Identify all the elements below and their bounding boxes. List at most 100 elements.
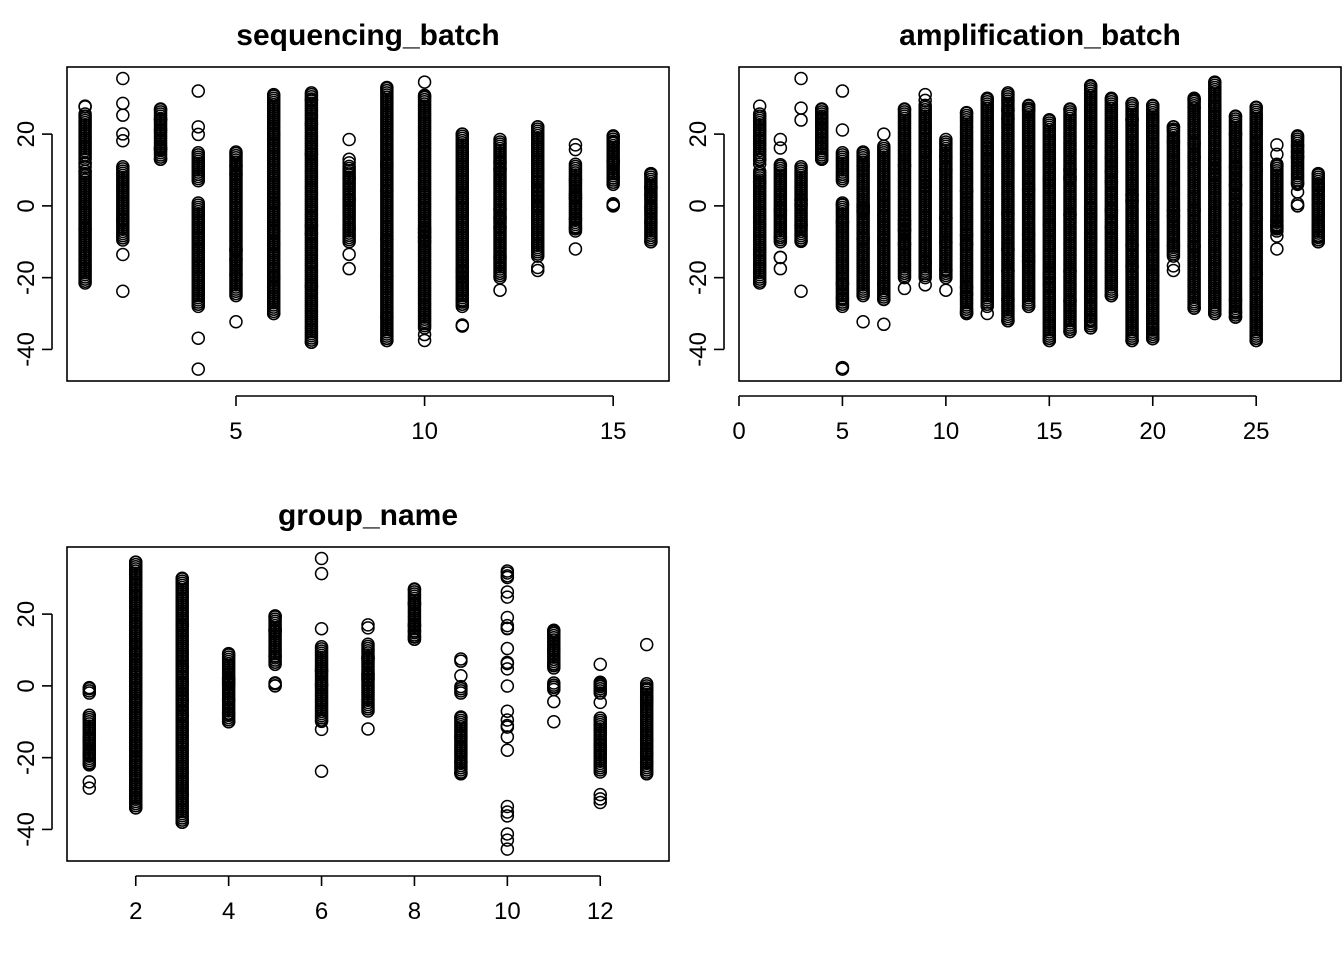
data-point bbox=[454, 654, 468, 668]
data-point bbox=[417, 225, 432, 240]
data-point bbox=[175, 676, 189, 690]
data-point bbox=[794, 234, 808, 249]
data-point bbox=[191, 127, 206, 142]
data-point bbox=[380, 156, 394, 171]
data-point bbox=[568, 221, 583, 235]
data-point bbox=[1166, 263, 1181, 278]
data-point bbox=[1145, 268, 1160, 283]
data-point bbox=[794, 192, 808, 207]
data-point bbox=[342, 156, 356, 170]
data-point bbox=[794, 113, 808, 127]
data-point bbox=[266, 196, 281, 210]
data-point bbox=[407, 630, 422, 644]
data-point bbox=[1208, 235, 1222, 250]
data-point bbox=[1270, 218, 1284, 233]
data-point bbox=[773, 203, 788, 217]
data-point bbox=[417, 75, 432, 89]
data-point bbox=[191, 231, 206, 246]
data-point bbox=[314, 678, 329, 692]
data-point bbox=[1208, 125, 1222, 139]
data-point bbox=[380, 232, 394, 247]
data-point bbox=[229, 159, 243, 173]
data-point bbox=[1311, 168, 1325, 182]
data-point bbox=[175, 660, 189, 674]
data-point bbox=[918, 93, 932, 108]
data-point bbox=[342, 152, 356, 167]
data-point bbox=[1249, 163, 1263, 178]
data-point bbox=[407, 619, 422, 633]
data-point bbox=[897, 102, 912, 117]
data-point bbox=[1001, 264, 1015, 278]
data-point bbox=[1187, 136, 1201, 151]
data-point bbox=[1021, 254, 1036, 268]
data-point bbox=[229, 167, 243, 181]
data-point bbox=[773, 132, 788, 147]
data-point bbox=[752, 107, 767, 121]
data-point bbox=[1228, 110, 1243, 124]
data-point bbox=[78, 107, 92, 121]
data-point bbox=[191, 84, 206, 98]
data-point bbox=[314, 551, 329, 566]
data-point bbox=[1042, 266, 1057, 280]
data-point bbox=[1208, 161, 1222, 176]
data-point bbox=[128, 647, 143, 661]
data-point bbox=[1311, 229, 1325, 243]
data-point bbox=[128, 790, 143, 805]
data-point bbox=[897, 237, 912, 252]
data-point bbox=[304, 279, 319, 293]
data-point bbox=[835, 215, 850, 229]
data-point bbox=[229, 242, 243, 256]
data-point bbox=[221, 648, 236, 662]
data-point bbox=[304, 117, 319, 132]
data-point bbox=[1290, 185, 1305, 199]
data-point bbox=[153, 141, 168, 156]
data-point bbox=[191, 362, 206, 376]
data-point bbox=[547, 625, 561, 639]
data-point bbox=[1001, 292, 1015, 306]
data-point bbox=[835, 197, 850, 212]
data-point bbox=[191, 331, 206, 345]
data-point bbox=[814, 152, 829, 166]
data-point bbox=[221, 693, 236, 707]
data-point bbox=[1021, 249, 1036, 263]
data-point bbox=[639, 747, 654, 761]
data-point bbox=[342, 171, 356, 185]
data-point bbox=[268, 623, 282, 637]
data-point bbox=[78, 157, 92, 171]
data-point bbox=[304, 226, 319, 241]
data-point bbox=[191, 120, 206, 134]
data-point bbox=[752, 175, 767, 189]
data-point bbox=[1187, 93, 1201, 107]
data-point bbox=[493, 250, 507, 265]
data-point bbox=[856, 232, 870, 246]
data-point bbox=[175, 618, 189, 632]
data-point bbox=[568, 211, 583, 226]
data-point bbox=[1166, 209, 1181, 223]
data-point bbox=[128, 555, 143, 570]
data-point bbox=[980, 141, 994, 155]
data-point bbox=[500, 679, 515, 693]
data-point bbox=[455, 270, 470, 285]
data-point bbox=[361, 637, 375, 652]
data-point bbox=[175, 708, 189, 723]
data-point bbox=[314, 663, 329, 678]
data-point bbox=[314, 621, 329, 636]
data-point bbox=[361, 650, 375, 665]
data-point bbox=[980, 92, 994, 107]
data-point bbox=[1104, 92, 1119, 107]
data-point bbox=[116, 284, 130, 299]
data-point bbox=[116, 212, 130, 227]
x-tick-label: 8 bbox=[408, 898, 421, 925]
data-point bbox=[959, 237, 974, 251]
x-tick-label: 2 bbox=[129, 898, 142, 925]
data-point bbox=[500, 713, 515, 727]
data-point bbox=[939, 262, 953, 277]
data-point bbox=[1249, 211, 1263, 225]
data-point bbox=[918, 87, 932, 102]
data-point bbox=[493, 162, 507, 176]
data-point bbox=[128, 609, 143, 623]
data-point bbox=[1001, 103, 1015, 117]
panel-amplification-batch: amplification_batch 0 5 10 15 20 25 -40 -20 0 20 bbox=[685, 19, 1342, 445]
data-point bbox=[500, 662, 515, 676]
data-point bbox=[644, 201, 658, 215]
